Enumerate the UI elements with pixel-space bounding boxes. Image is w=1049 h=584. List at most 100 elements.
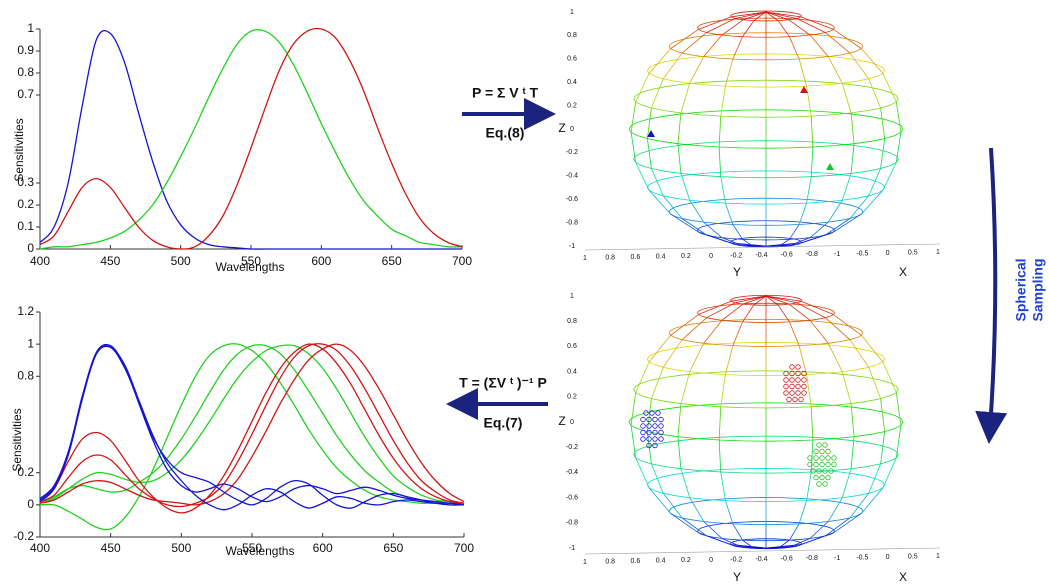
sample-point xyxy=(807,461,813,468)
sampling-label: Spherical Sampling xyxy=(1013,258,1046,321)
meridian xyxy=(630,392,637,426)
meridian xyxy=(841,468,852,498)
meridian xyxy=(777,304,790,323)
base-tick-label: 1 xyxy=(936,249,940,256)
meridian xyxy=(861,487,884,514)
meridian xyxy=(765,295,789,305)
meridian xyxy=(825,517,851,537)
z-axis-label: Z xyxy=(558,414,565,428)
sample-point xyxy=(643,410,649,416)
curve xyxy=(39,344,465,504)
sample-point xyxy=(789,370,795,377)
meridian xyxy=(810,147,814,177)
meridian xyxy=(721,237,744,247)
y-axis-label: Y xyxy=(733,265,741,279)
y-tick-label: 0.2 xyxy=(17,197,34,211)
sample-point xyxy=(640,436,646,442)
sample-point xyxy=(819,461,825,468)
y-tick-label: 0.8 xyxy=(17,368,34,382)
meridian xyxy=(880,138,886,169)
y-axis-label: Sensitivities xyxy=(12,118,26,181)
meridian xyxy=(670,213,699,233)
meridian xyxy=(681,517,707,537)
meridian xyxy=(798,345,807,375)
meridian xyxy=(731,11,767,18)
z-tick-label: 0.6 xyxy=(567,56,577,63)
sample-point xyxy=(658,423,664,429)
meridian xyxy=(680,371,691,404)
z-tick-label: -0.2 xyxy=(566,444,578,451)
y-tick-label: 0.8 xyxy=(17,65,34,79)
base-tick-label: 0 xyxy=(886,250,890,257)
meridian xyxy=(677,112,682,144)
sample-point xyxy=(652,442,658,449)
meridian xyxy=(725,345,734,375)
meridian xyxy=(789,321,800,346)
y-tick-label: 0 xyxy=(27,497,34,511)
meridian xyxy=(720,374,726,407)
meridian xyxy=(827,200,843,223)
sample-point xyxy=(831,461,837,468)
base-tick-label: 0.4 xyxy=(656,254,666,261)
base-tick-label: 0.2 xyxy=(681,557,691,564)
meridian xyxy=(833,29,862,49)
y-tick-label: 0.2 xyxy=(17,465,34,479)
meridian xyxy=(706,302,736,319)
sample-point xyxy=(658,416,664,423)
sample-point xyxy=(801,377,807,383)
inverse-equation: T = (ΣV ᵗ )⁻¹ P xyxy=(459,375,547,391)
base-tick-label: 1 xyxy=(936,553,940,560)
sample-point xyxy=(819,448,825,455)
sample-point xyxy=(813,455,819,461)
sample-point xyxy=(652,423,658,429)
meridian xyxy=(800,300,834,315)
sample-point xyxy=(658,436,664,442)
meridian xyxy=(868,78,881,109)
meridian xyxy=(742,304,755,323)
base-tick-label: -0.8 xyxy=(806,555,818,562)
meridian xyxy=(850,112,855,144)
meridian xyxy=(732,36,743,60)
meridian xyxy=(651,367,664,399)
sample-point xyxy=(646,423,652,429)
z-tick-label: -1 xyxy=(569,545,575,552)
sample-point xyxy=(646,436,652,442)
meridian xyxy=(743,11,767,21)
meridian xyxy=(880,431,886,464)
meridian xyxy=(800,532,834,545)
meridian xyxy=(800,16,834,30)
meridian xyxy=(753,295,767,306)
meridian xyxy=(850,403,855,437)
base-tick-label: 0 xyxy=(709,253,713,260)
x-axis-label: Wavelengths xyxy=(226,544,295,558)
meridian xyxy=(677,403,682,437)
meridian xyxy=(718,440,722,473)
sample-point xyxy=(658,429,664,436)
meridian xyxy=(635,457,650,489)
meridian xyxy=(681,317,707,340)
x-tick-label: 600 xyxy=(313,541,333,555)
y-tick-label: 1 xyxy=(27,336,34,350)
meridian xyxy=(868,463,881,494)
sample-point xyxy=(640,429,646,436)
z-tick-label: 0.8 xyxy=(567,32,577,39)
meridian xyxy=(880,107,886,139)
meridian xyxy=(677,436,682,469)
sample-point xyxy=(816,481,822,487)
meridian xyxy=(680,173,691,201)
z-tick-label: -1 xyxy=(569,243,575,250)
meridian xyxy=(753,11,767,21)
meridian xyxy=(798,202,807,225)
sampling-word: Spherical xyxy=(1013,258,1029,321)
meridian xyxy=(868,168,881,196)
base-axis xyxy=(584,547,941,555)
meridian xyxy=(895,132,902,163)
sample-point xyxy=(795,364,801,370)
meridian xyxy=(651,463,664,494)
meridian xyxy=(662,339,683,368)
meridian xyxy=(630,132,637,163)
x-axis-label: X xyxy=(899,570,907,584)
meridian xyxy=(703,34,723,57)
meridian xyxy=(849,52,870,80)
meridian xyxy=(798,58,807,87)
